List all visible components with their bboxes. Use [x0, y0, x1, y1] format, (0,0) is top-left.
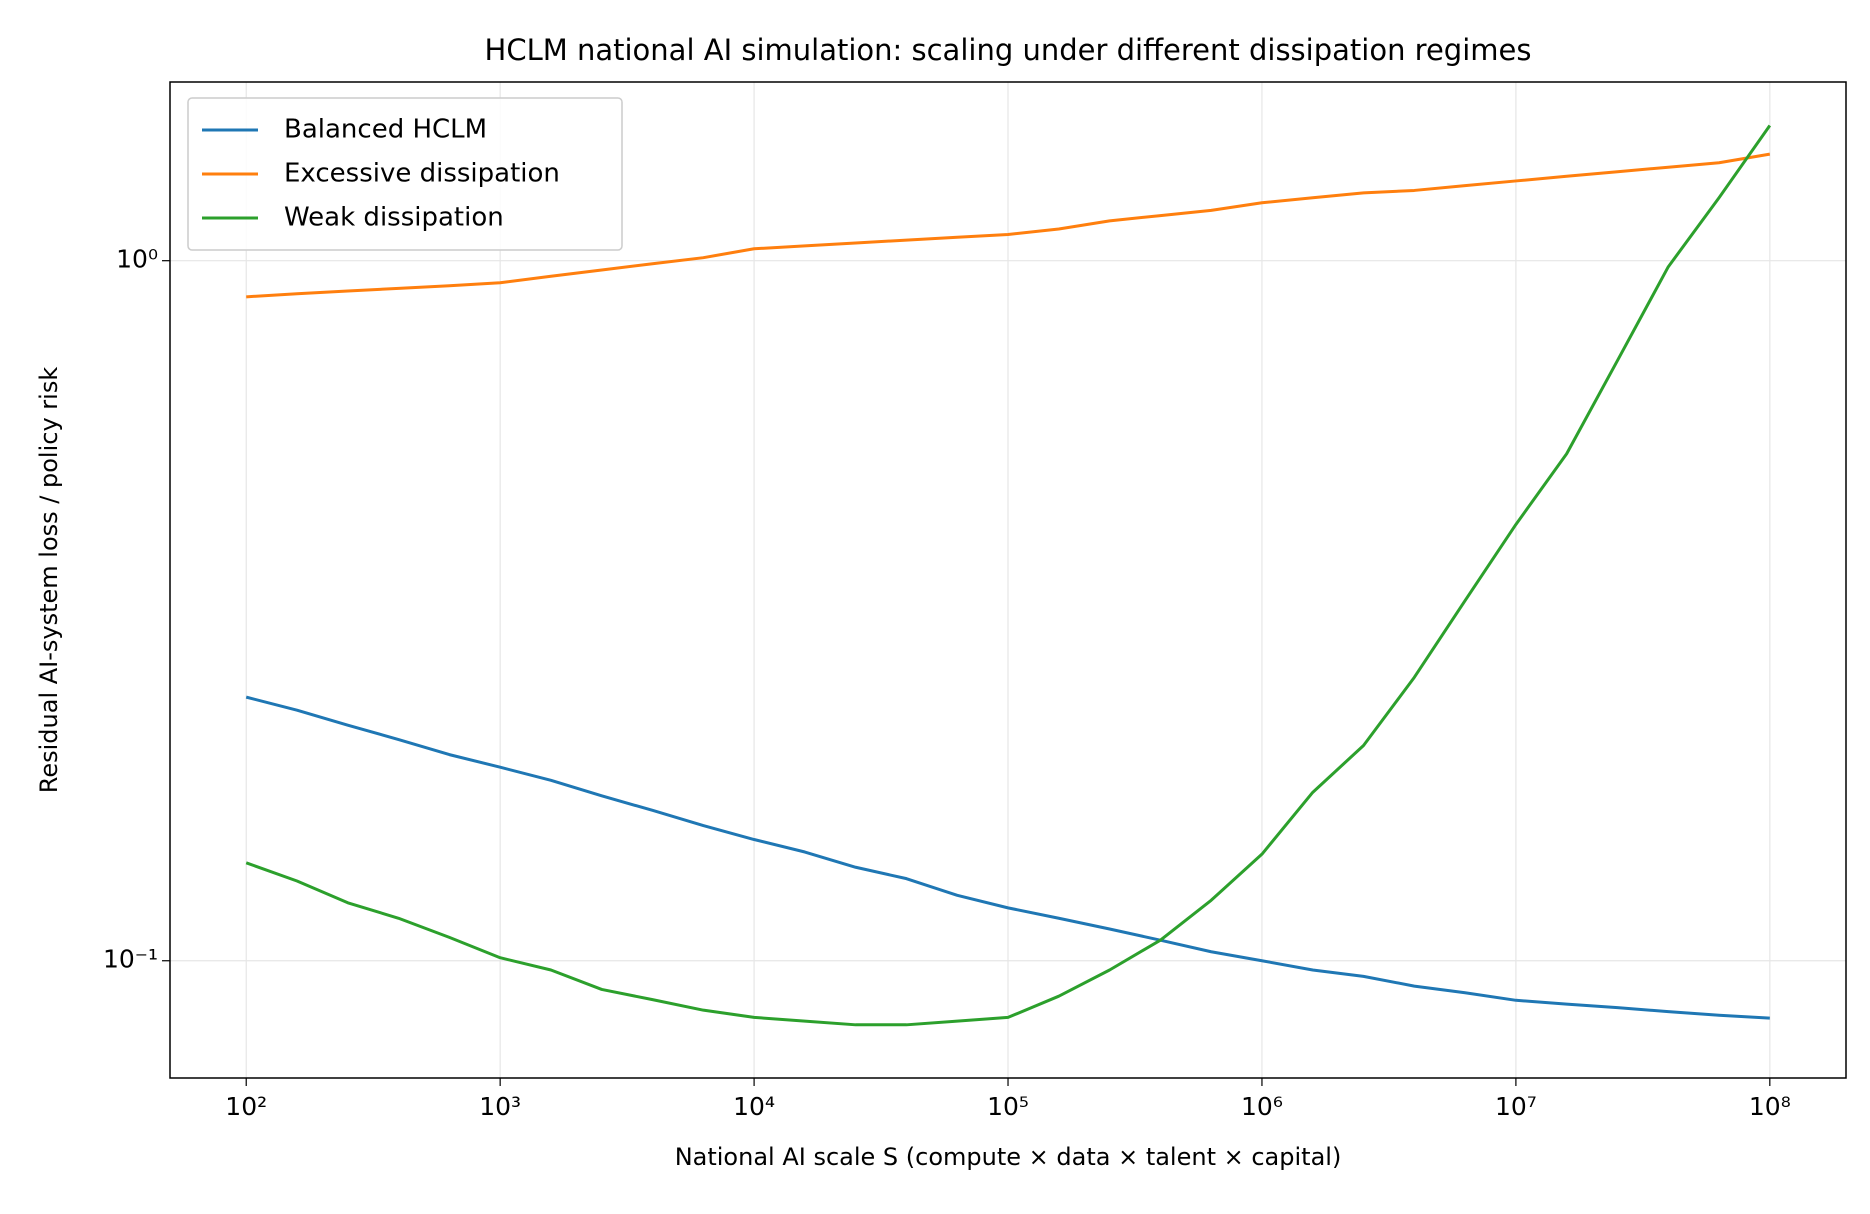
y-tick-label: 10⁻¹: [103, 945, 158, 974]
legend-label: Balanced HCLM: [284, 115, 487, 145]
plot-frame: [169, 81, 1847, 1079]
legend-label: Excessive dissipation: [284, 159, 560, 189]
x-tick-label: 10⁷: [1495, 1092, 1537, 1121]
line-series: [245, 695, 1770, 1020]
x-tick-label: 10³: [479, 1092, 521, 1121]
line-series: [245, 124, 1772, 1027]
x-axis-label: National AI scale S (compute × data × ta…: [675, 1143, 1342, 1171]
legend-box: [187, 97, 623, 251]
y-axis-label: Residual AI-system loss / policy risk: [35, 367, 63, 794]
x-tick-label: 10⁵: [987, 1092, 1029, 1121]
x-tick-label: 10⁶: [1241, 1092, 1283, 1121]
x-tick-label: 10⁸: [1749, 1092, 1791, 1121]
chart-title: HCLM national AI simulation: scaling und…: [485, 33, 1532, 67]
line-series: [246, 152, 1771, 299]
x-tick-label: 10²: [225, 1092, 267, 1121]
x-tick-label: 10⁴: [733, 1092, 775, 1121]
legend-label: Weak dissipation: [284, 203, 504, 233]
y-tick-label: 10⁰: [116, 245, 158, 274]
